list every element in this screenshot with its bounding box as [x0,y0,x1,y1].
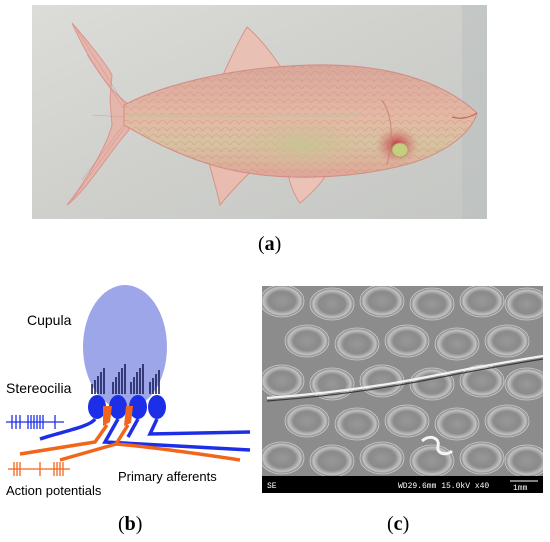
caption-c: (c) [387,513,410,535]
sem-info-bar [262,476,543,493]
tail-fin [66,22,130,206]
sem-micrograph: SE WD29.6mm 15.0kV x40 1mm [262,286,543,493]
belly [237,117,367,173]
sem-detector: SE [267,482,277,491]
orange-spike-train [8,462,70,476]
debris-fiber [421,435,454,456]
label-stereocilia: Stereocilia [6,380,72,396]
pelvic-fin [286,169,328,204]
caption-a: (a) [258,233,282,255]
stereocilia-bundles [91,364,160,394]
caption-b: (b) [118,513,143,535]
lateral-line-canal [266,354,543,400]
label-primary-afferents: Primary afferents [118,469,217,484]
label-action-potentials: Action potentials [6,483,102,498]
orange-afferent-fibers [19,423,241,462]
blue-afferent-fibers [39,417,251,452]
afferent-terminals [103,406,133,426]
blue-spike-train [6,415,64,429]
label-cupula: Cupula [27,312,72,328]
sem-parameters: WD29.6mm 15.0kV x40 [398,482,489,491]
sem-scale-label: 1mm [513,484,528,493]
neuromast-diagram: Cupula Stereocilia Primary afferents Act… [6,285,251,498]
scale-pattern [262,286,543,478]
hair-cells [88,395,166,419]
lateral-line [126,113,363,118]
eye-remnant [391,142,409,158]
fish-photograph [32,5,487,219]
